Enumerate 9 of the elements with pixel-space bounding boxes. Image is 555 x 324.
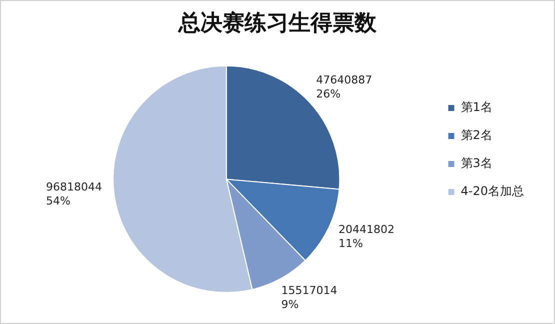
legend-label: 第3名	[460, 156, 492, 170]
data-label: 20441802 11%	[338, 223, 395, 250]
legend-label: 4-20名加总	[460, 184, 524, 198]
legend-label: 第1名	[460, 100, 492, 114]
data-label: 15517014 9%	[281, 284, 338, 311]
data-label: 96818044 54%	[46, 180, 102, 208]
legend-label: 第2名	[460, 128, 492, 142]
chart-title: 总决赛练习生得票数	[178, 10, 378, 36]
data-label: 47640887 26%	[316, 74, 372, 101]
